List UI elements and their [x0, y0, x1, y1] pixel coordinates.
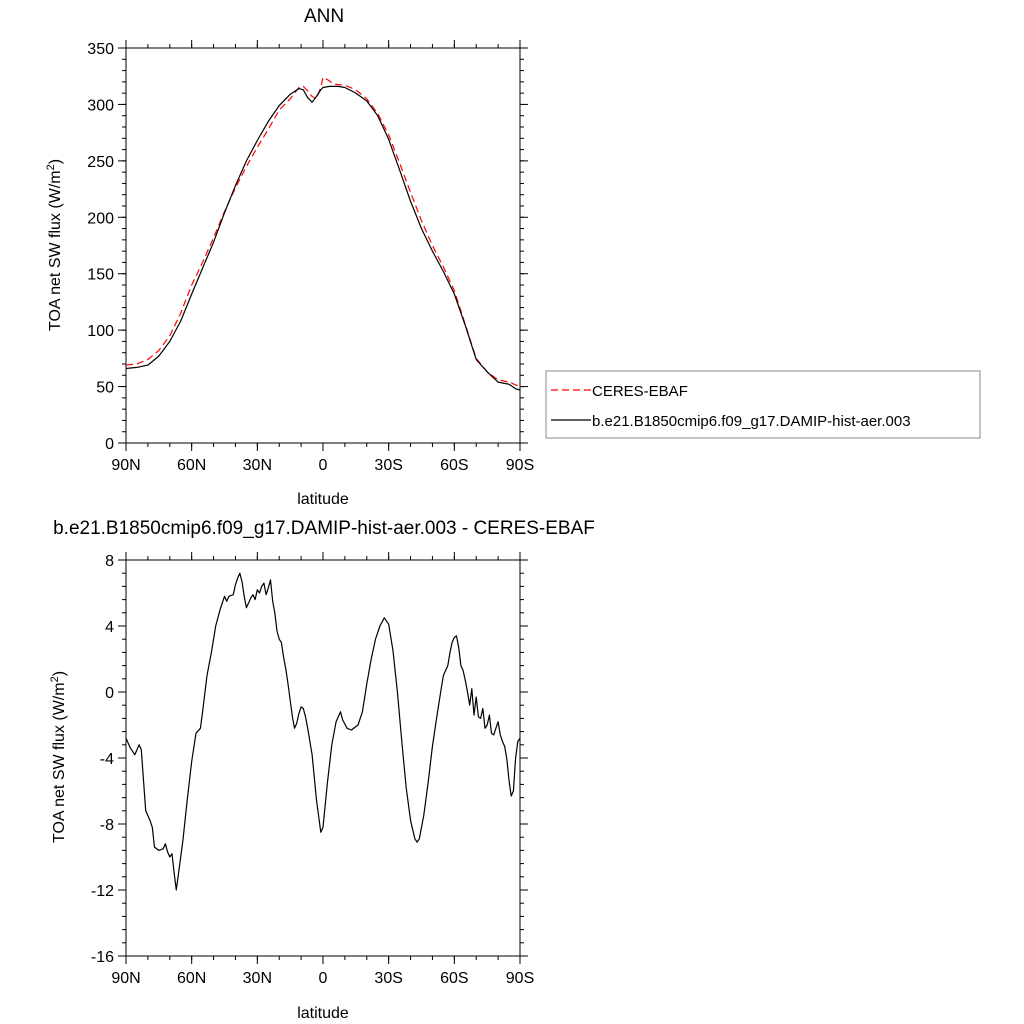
legend-label-model: b.e21.B1850cmip6.f09_g17.DAMIP-hist-aer.… — [592, 413, 911, 430]
bottom-series-line-0 — [125, 572, 521, 891]
bottom-panel: b.e21.B1850cmip6.f09_g17.DAMIP-hist-aer.… — [49, 518, 595, 1022]
bottom-y-tick-label: 0 — [105, 685, 114, 702]
bottom-chart-title: b.e21.B1850cmip6.f09_g17.DAMIP-hist-aer.… — [53, 518, 595, 539]
bottom-axis-ticks: -16 -12 -8 -4 0 4 8 90N 60N 30N 0 30S 60S 90S — [91, 552, 534, 987]
bottom-x-tick-label: 30S — [374, 970, 402, 987]
bottom-y-tick-label: 4 — [105, 619, 114, 636]
bottom-x-tick-label: 60N — [177, 970, 206, 987]
top-y-tick-label: 150 — [87, 267, 114, 284]
top-axis-ticks: 0 50 100 150 200 250 300 350 90N 60N 30N 0 30S 60S 90S — [87, 40, 534, 474]
top-x-axis-label: latitude — [297, 491, 349, 508]
top-y-axis-label: TOA net SW flux (W/m2) — [45, 159, 64, 331]
bottom-y-tick-label: 8 — [105, 553, 114, 570]
bottom-y-tick-label: -8 — [100, 817, 114, 834]
top-x-tick-label: 30S — [374, 457, 402, 474]
bottom-y-tick-label: -4 — [100, 751, 114, 768]
bottom-y-axis-label: TOA net SW flux (W/m2) — [49, 671, 68, 843]
legend: CERES-EBAF b.e21.B1850cmip6.f09_g17.DAMI… — [545, 370, 981, 439]
bottom-series-lines — [125, 572, 521, 891]
top-chart-title: ANN — [304, 6, 344, 27]
top-x-tick-label: 60N — [177, 457, 206, 474]
top-y-tick-label: 100 — [87, 323, 114, 340]
bottom-x-tick-label: 0 — [319, 970, 328, 987]
top-series-lines — [125, 76, 521, 391]
legend-box — [545, 370, 981, 439]
legend-label-ceres: CERES-EBAF — [592, 383, 688, 400]
top-y-tick-label: 50 — [96, 380, 114, 397]
top-y-tick-label: 250 — [87, 154, 114, 171]
top-x-tick-label: 60S — [440, 457, 468, 474]
top-y-tick-label: 200 — [87, 210, 114, 227]
top-x-tick-label: 90S — [506, 457, 534, 474]
bottom-x-tick-label: 90N — [111, 970, 140, 987]
top-panel: ANN 0 50 100 150 200 250 300 350 90N 60N 30N 0 30S 60… — [45, 6, 981, 508]
top-series-line-1 — [125, 85, 521, 391]
bottom-x-tick-label: 30N — [243, 970, 272, 987]
bottom-x-axis-label: latitude — [297, 1005, 349, 1022]
top-y-tick-label: 300 — [87, 97, 114, 114]
top-x-tick-label: 30N — [243, 457, 272, 474]
top-x-tick-label: 90N — [111, 457, 140, 474]
top-y-tick-label: 0 — [105, 436, 114, 453]
top-y-tick-label: 350 — [87, 41, 114, 58]
bottom-x-tick-label: 90S — [506, 970, 534, 987]
bottom-y-tick-label: -12 — [91, 883, 114, 900]
bottom-y-tick-label: -16 — [91, 949, 114, 966]
top-x-tick-label: 0 — [319, 457, 328, 474]
bottom-x-tick-label: 60S — [440, 970, 468, 987]
